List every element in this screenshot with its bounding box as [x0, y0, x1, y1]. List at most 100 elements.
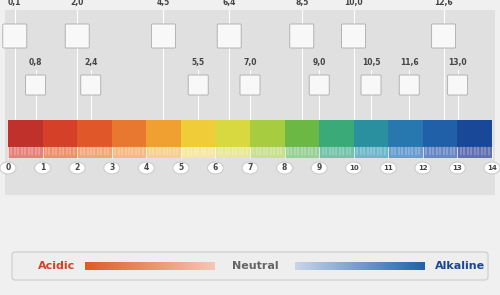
Bar [417, 262, 418, 270]
Bar [104, 262, 106, 270]
Bar [124, 262, 126, 270]
Bar [388, 147, 423, 158]
Ellipse shape [450, 162, 466, 174]
Bar [118, 262, 119, 270]
Bar [316, 262, 318, 270]
Text: 1: 1 [40, 163, 45, 173]
FancyBboxPatch shape [188, 75, 208, 95]
Bar [189, 262, 190, 270]
Bar [404, 262, 406, 270]
Bar [339, 262, 340, 270]
Bar [308, 262, 310, 270]
Bar [322, 262, 324, 270]
Bar [77, 147, 112, 158]
Bar [200, 262, 202, 270]
Bar [112, 120, 146, 147]
Ellipse shape [0, 162, 16, 174]
Bar [155, 262, 156, 270]
Text: Alkaline: Alkaline [435, 261, 485, 271]
Bar [357, 262, 358, 270]
Bar [337, 262, 339, 270]
Bar [204, 262, 206, 270]
Bar [8, 120, 42, 147]
Ellipse shape [69, 162, 85, 174]
Text: 2,0: 2,0 [70, 0, 84, 7]
Bar [310, 262, 311, 270]
Bar [152, 262, 153, 270]
Text: 11,6: 11,6 [400, 58, 418, 67]
Text: 14: 14 [487, 165, 497, 171]
Bar [407, 262, 409, 270]
Bar [112, 147, 146, 158]
Text: 12: 12 [418, 165, 428, 171]
Bar [140, 262, 142, 270]
Bar [137, 262, 138, 270]
Bar [171, 262, 173, 270]
Text: 5,5: 5,5 [192, 58, 205, 67]
Bar [170, 262, 171, 270]
FancyBboxPatch shape [361, 75, 381, 95]
FancyBboxPatch shape [240, 75, 260, 95]
Bar [328, 262, 329, 270]
Bar [184, 262, 186, 270]
Text: 4: 4 [144, 163, 149, 173]
Bar [156, 262, 158, 270]
Bar [181, 262, 182, 270]
Bar [458, 147, 492, 158]
Bar [336, 262, 337, 270]
Bar [381, 262, 383, 270]
Ellipse shape [346, 162, 362, 174]
Bar [129, 262, 130, 270]
Bar [206, 262, 207, 270]
Bar [363, 262, 365, 270]
Bar [8, 147, 42, 158]
Bar [138, 262, 140, 270]
Bar [199, 262, 200, 270]
Bar [202, 262, 203, 270]
Bar [326, 262, 328, 270]
Bar [122, 262, 124, 270]
Bar [173, 262, 174, 270]
Text: 10: 10 [349, 165, 358, 171]
Text: 13,0: 13,0 [448, 58, 467, 67]
Ellipse shape [34, 162, 50, 174]
Bar [150, 262, 152, 270]
Bar [214, 262, 215, 270]
Bar [386, 262, 388, 270]
Bar [314, 262, 316, 270]
Bar [42, 147, 77, 158]
Bar [112, 262, 114, 270]
Bar [181, 147, 216, 158]
Bar [347, 262, 348, 270]
Bar [101, 262, 103, 270]
Bar [414, 262, 415, 270]
Ellipse shape [415, 162, 431, 174]
Ellipse shape [311, 162, 327, 174]
Bar [378, 262, 380, 270]
Bar [88, 262, 90, 270]
Bar [210, 262, 212, 270]
Ellipse shape [276, 162, 292, 174]
Bar [306, 262, 308, 270]
Bar [360, 262, 362, 270]
Bar [77, 120, 112, 147]
Ellipse shape [173, 162, 189, 174]
Bar [296, 262, 298, 270]
FancyBboxPatch shape [26, 75, 46, 95]
Bar [95, 262, 96, 270]
FancyBboxPatch shape [217, 24, 241, 48]
Bar [389, 262, 391, 270]
Bar [358, 262, 360, 270]
Bar [92, 262, 93, 270]
FancyBboxPatch shape [448, 75, 468, 95]
Bar [423, 120, 458, 147]
Bar [162, 262, 163, 270]
FancyBboxPatch shape [432, 24, 456, 48]
Text: 0: 0 [6, 163, 10, 173]
Bar [370, 262, 372, 270]
Bar [208, 262, 210, 270]
Bar [319, 120, 354, 147]
Bar [132, 262, 134, 270]
Text: 13: 13 [452, 165, 462, 171]
Bar [111, 262, 112, 270]
